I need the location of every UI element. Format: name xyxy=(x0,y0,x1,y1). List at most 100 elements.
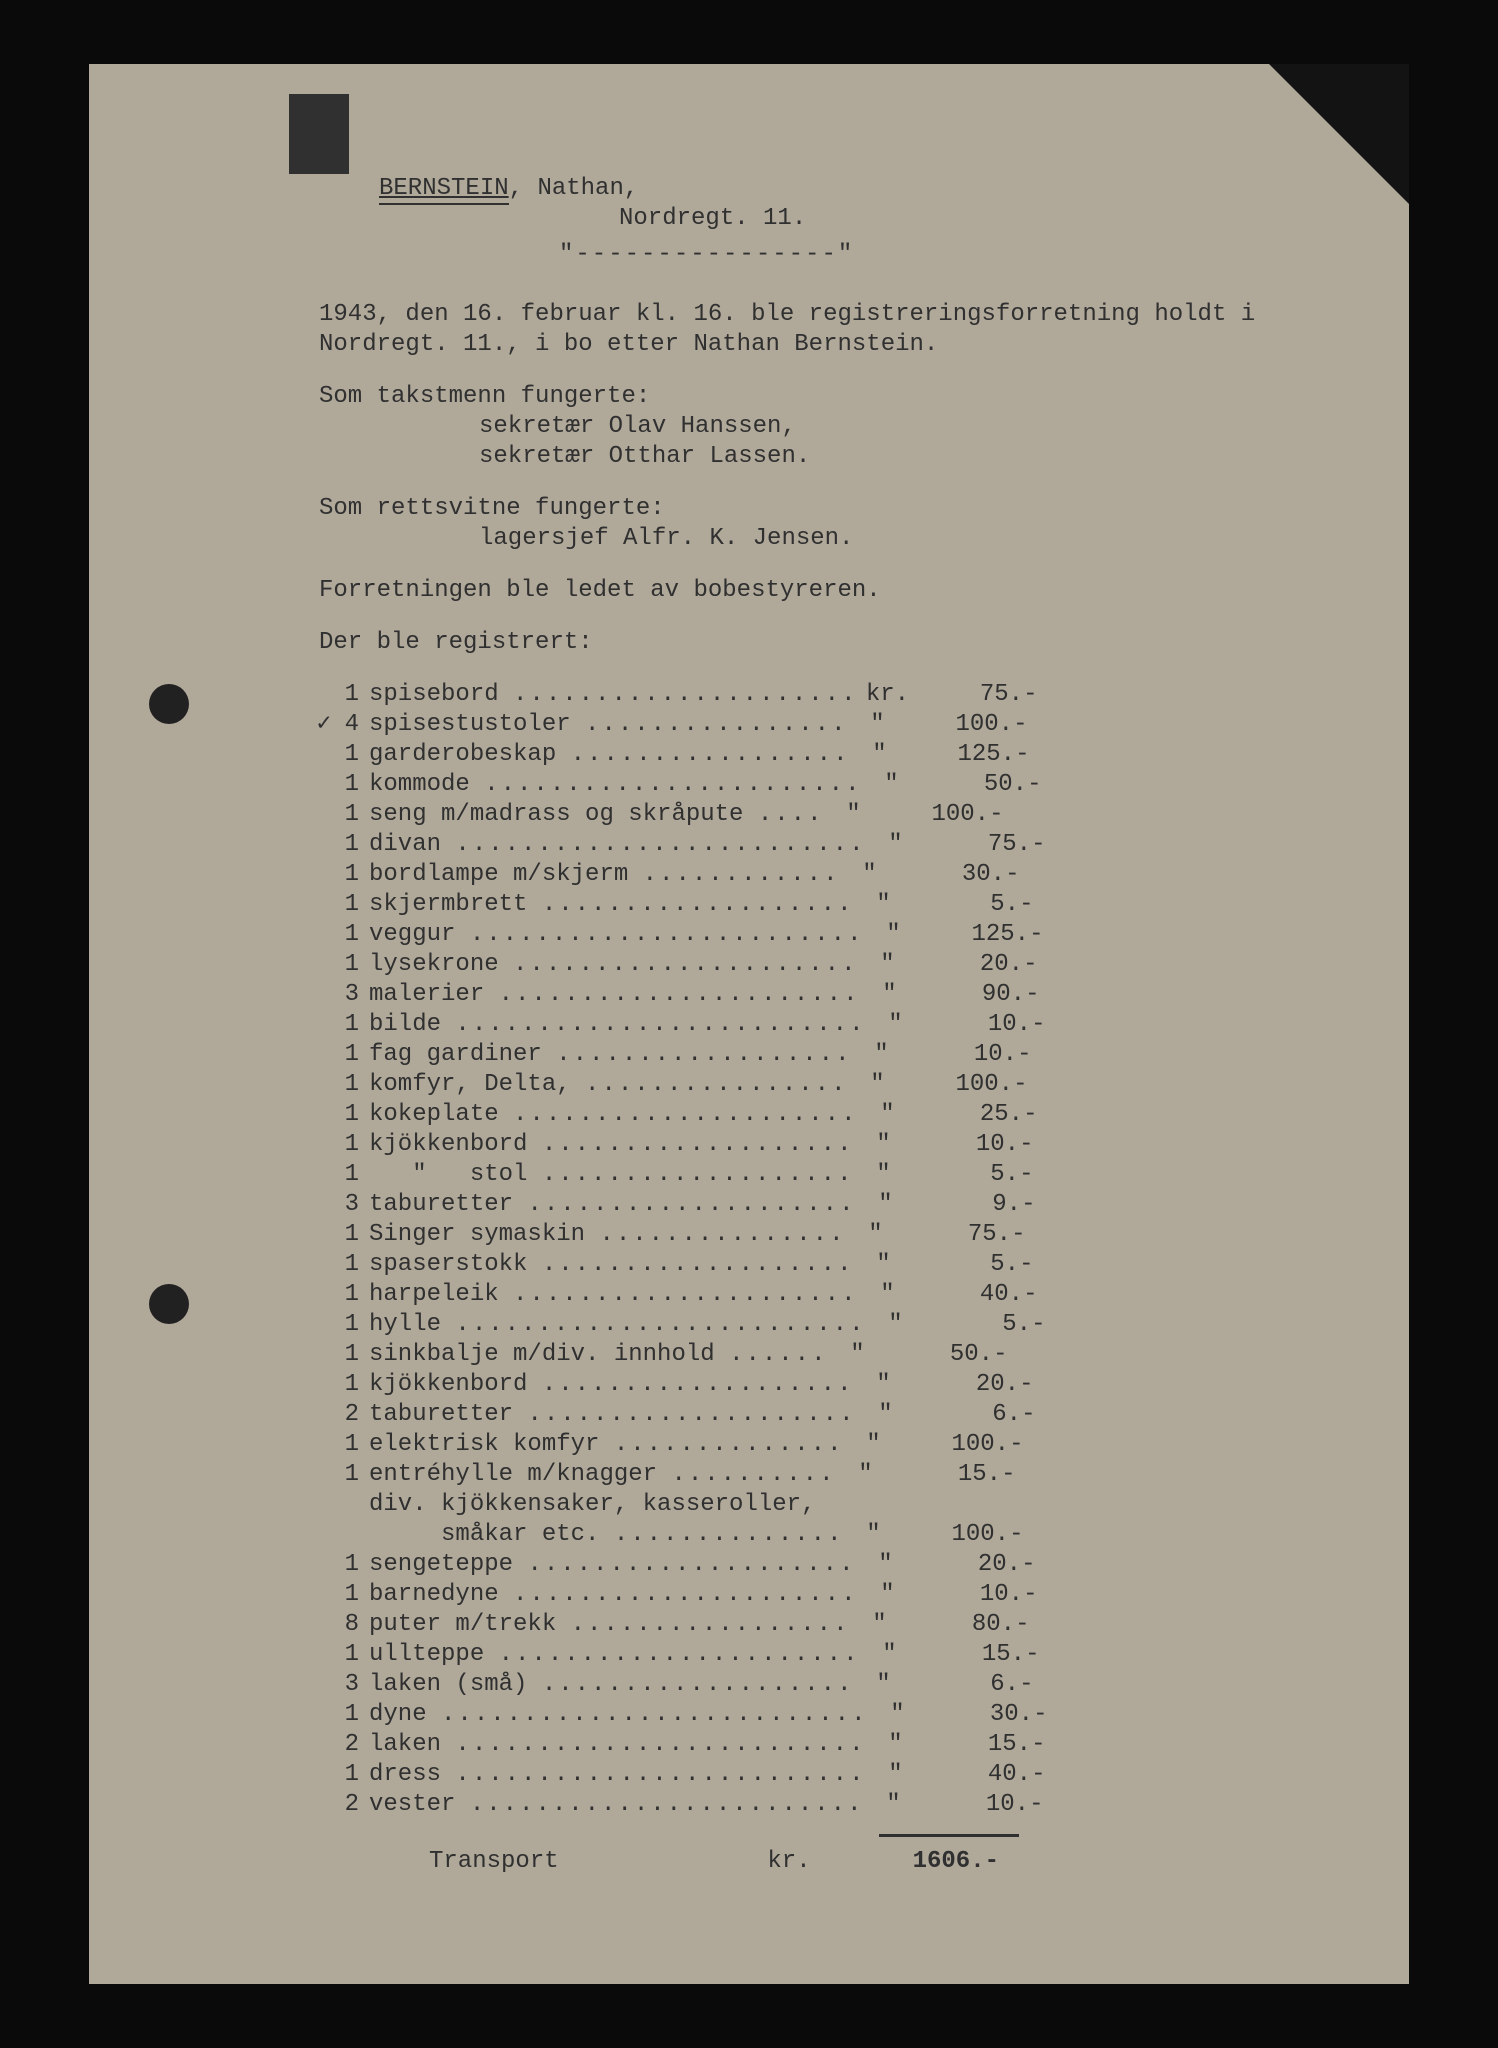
item-value: 90.- xyxy=(919,980,1039,1010)
inventory-row: div. kjökkensaker, kasseroller, xyxy=(319,1490,1279,1520)
item-currency: " xyxy=(857,1100,917,1130)
leader-dots: ....................... xyxy=(484,770,861,800)
item-desc: garderobeskap xyxy=(369,740,571,770)
item-qty: 1 xyxy=(319,1700,369,1730)
item-qty: 3 xyxy=(319,980,369,1010)
item-desc: malerier xyxy=(369,980,499,1010)
item-qty: 1 xyxy=(319,1010,369,1040)
inventory-row: 1Singer symaskin ..............."75.- xyxy=(319,1220,1279,1250)
item-qty: 1 xyxy=(319,740,369,770)
item-desc: bilde xyxy=(369,1010,455,1040)
inventory-row: 3laken (små) ..................."6.- xyxy=(319,1670,1279,1700)
item-desc: harpeleik xyxy=(369,1280,513,1310)
item-value: 100.- xyxy=(903,1520,1023,1550)
inventory-row: 2laken ........................."15.- xyxy=(319,1730,1279,1760)
leader-dots: ......................... xyxy=(455,1730,865,1760)
item-currency: " xyxy=(853,1130,913,1160)
item-qty: 1 xyxy=(319,1430,369,1460)
leader-dots: .............. xyxy=(614,1520,844,1550)
leader-dots: ................ xyxy=(585,710,847,740)
item-qty: 1 xyxy=(319,1280,369,1310)
item-qty: 1 xyxy=(319,1340,369,1370)
item-desc: vester xyxy=(369,1790,470,1820)
item-desc: spisebord xyxy=(369,680,513,710)
item-value: 10.- xyxy=(923,1790,1043,1820)
leader-dots: ......................... xyxy=(455,1310,865,1340)
item-currency: " xyxy=(855,1400,915,1430)
item-desc: divan xyxy=(369,830,455,860)
item-value: 100.- xyxy=(907,1070,1027,1100)
item-value: 25.- xyxy=(917,1100,1037,1130)
item-currency: " xyxy=(867,1700,927,1730)
item-value: 80.- xyxy=(909,1610,1029,1640)
item-currency: " xyxy=(865,1310,925,1340)
inventory-row: 1garderobeskap ................."125.- xyxy=(319,740,1279,770)
leader-dots: ........................ xyxy=(470,1790,864,1820)
item-value: 15.- xyxy=(895,1460,1015,1490)
item-desc: komfyr, Delta, xyxy=(369,1070,585,1100)
item-qty: 1 xyxy=(319,800,369,830)
item-desc: Singer symaskin xyxy=(369,1220,599,1250)
leader-dots: ................... xyxy=(542,1250,854,1280)
inventory-row: 1harpeleik ....................."40.- xyxy=(319,1280,1279,1310)
item-value: 40.- xyxy=(917,1280,1037,1310)
surname: BERNSTEIN xyxy=(379,175,509,205)
item-desc: bordlampe m/skjerm xyxy=(369,860,643,890)
item-currency: " xyxy=(857,1580,917,1610)
leader-dots: .................... xyxy=(527,1550,855,1580)
item-value: 30.- xyxy=(899,860,1019,890)
binder-clip xyxy=(289,94,349,174)
item-qty: 1 xyxy=(319,1370,369,1400)
item-value: 5.- xyxy=(913,1160,1033,1190)
item-value: 20.- xyxy=(915,1550,1035,1580)
inventory-row: 1lysekrone ....................."20.- xyxy=(319,950,1279,980)
intro-paragraph: 1943, den 16. februar kl. 16. ble regist… xyxy=(319,300,1279,360)
item-qty: 1 xyxy=(319,860,369,890)
item-desc: fag gardiner xyxy=(369,1040,556,1070)
inventory-row: 1spisebord .....................kr.75.- xyxy=(319,680,1279,710)
item-qty: 2 xyxy=(319,1730,369,1760)
leader-dots: ......................... xyxy=(455,1760,865,1790)
item-qty: 3 xyxy=(319,1670,369,1700)
item-qty: 1 xyxy=(319,1640,369,1670)
item-value: 10.- xyxy=(913,1130,1033,1160)
inventory-row: 1kommode ......................."50.- xyxy=(319,770,1279,800)
leader-dots: ................... xyxy=(542,1130,854,1160)
item-currency: " xyxy=(839,860,899,890)
item-currency xyxy=(830,1490,890,1520)
inventory-row: 1skjermbrett ..................."5.- xyxy=(319,890,1279,920)
inventory-row: 1fag gardiner .................."10.- xyxy=(319,1040,1279,1070)
item-qty: ✓4 xyxy=(319,710,369,740)
item-currency: " xyxy=(863,920,923,950)
item-qty: 1 xyxy=(319,890,369,920)
item-desc: kjökkenbord xyxy=(369,1130,542,1160)
total-currency: kr. xyxy=(729,1847,849,1877)
leader-dots: .............. xyxy=(614,1430,844,1460)
item-value: 50.- xyxy=(921,770,1041,800)
item-currency: " xyxy=(823,800,883,830)
leader-dots: ........................ xyxy=(470,920,864,950)
leader-dots: ...................... xyxy=(499,1640,860,1670)
item-currency: " xyxy=(853,890,913,920)
item-value: 75.- xyxy=(925,830,1045,860)
total-line: Transport kr. 1606.- xyxy=(429,1847,1279,1877)
item-value: 30.- xyxy=(927,1700,1047,1730)
punch-hole xyxy=(149,1284,189,1324)
leader-dots: ............... xyxy=(599,1220,845,1250)
leader-dots: .................... xyxy=(527,1400,855,1430)
item-desc: kommode xyxy=(369,770,484,800)
item-value: 100.- xyxy=(883,800,1003,830)
inventory-row: 1veggur ........................"125.- xyxy=(319,920,1279,950)
item-currency: " xyxy=(855,1550,915,1580)
item-currency: " xyxy=(849,1610,909,1640)
item-qty: 1 xyxy=(319,1550,369,1580)
given-name: Nathan, xyxy=(537,175,638,202)
witness-1: lagersjef Alfr. K. Jensen. xyxy=(479,524,1279,554)
leader-dots: ......................... xyxy=(455,830,865,860)
item-value: 100.- xyxy=(903,1430,1023,1460)
item-desc: lysekrone xyxy=(369,950,513,980)
inventory-row: 1kjökkenbord ..................."10.- xyxy=(319,1130,1279,1160)
leader-dots: ................. xyxy=(571,1610,850,1640)
item-desc: spaserstokk xyxy=(369,1250,542,1280)
inventory-row: 1 " stol ..................."5.- xyxy=(319,1160,1279,1190)
